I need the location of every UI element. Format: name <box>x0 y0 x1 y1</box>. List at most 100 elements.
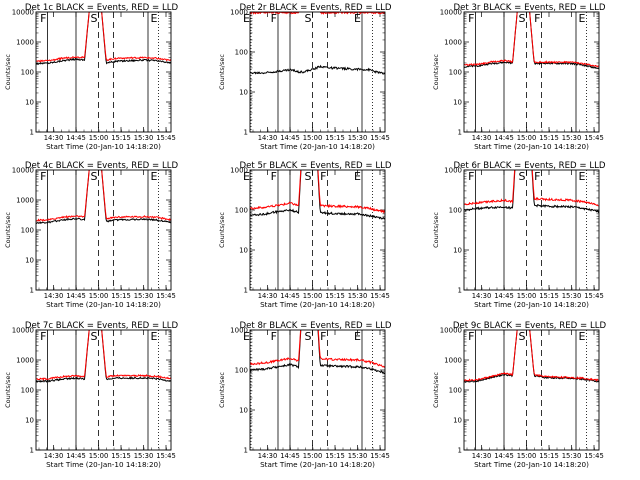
event-marker-label: E <box>243 330 250 343</box>
chart-panel: Det 4c BLACK = Events, RED = LLD Counts/s… <box>4 161 179 309</box>
x-tick-label: 14:45 <box>494 134 514 142</box>
y-tick-label: 10 <box>453 247 462 255</box>
data-series-group <box>464 12 599 70</box>
x-tick-label: 15:15 <box>539 452 559 460</box>
data-series-group <box>36 12 171 66</box>
chart-panel: Det 5r BLACK = Events, RED = LLD Counts/s… <box>218 161 392 309</box>
y-tick-label: 10 <box>25 99 34 107</box>
y-axis-label: Counts/sec <box>4 212 12 248</box>
x-tick-label: 14:30 <box>472 452 492 460</box>
x-tick-label: 15:15 <box>539 292 559 300</box>
x-tick-label: 15:30 <box>134 134 154 142</box>
y-tick-label: 1 <box>458 287 462 295</box>
x-tick-label: 15:45 <box>370 452 390 460</box>
event-marker-label: E <box>151 12 158 25</box>
lld-rate-line <box>36 170 171 222</box>
x-tick-label: 14:45 <box>280 452 300 460</box>
x-axis-label: Start Time (20-Jan-10 14:18:20) <box>46 142 161 151</box>
y-tick-label: 10 <box>239 247 248 255</box>
x-tick-label: 15:45 <box>156 452 176 460</box>
data-series-group <box>250 170 385 220</box>
chart-title: Det 1c BLACK = Events, RED = LLD <box>25 3 179 13</box>
x-axis-label: Start Time (20-Jan-10 14:18:20) <box>46 300 161 309</box>
x-tick-label: 14:45 <box>280 134 300 142</box>
events-rate-line <box>250 330 385 374</box>
y-tick-label: 1000 <box>230 327 248 335</box>
chart-title: Det 4c BLACK = Events, RED = LLD <box>25 161 179 171</box>
y-tick-label: 1000 <box>444 167 462 175</box>
plot-frame <box>463 11 600 133</box>
x-tick-label: 14:45 <box>66 134 86 142</box>
x-tick-label: 14:30 <box>472 292 492 300</box>
events-rate-line <box>250 170 385 220</box>
x-tick-label: 15:00 <box>517 452 537 460</box>
y-tick-label: 100 <box>235 207 248 215</box>
x-tick-label: 15:15 <box>325 134 345 142</box>
event-marker-label: S <box>519 170 526 183</box>
chart-title: Det 3r BLACK = Events, RED = LLD <box>453 3 605 13</box>
x-tick-label: 15:15 <box>325 292 345 300</box>
x-tick-label: 15:00 <box>303 452 323 460</box>
x-tick-label: 15:45 <box>156 292 176 300</box>
y-tick-label: 1000 <box>444 39 462 47</box>
lld-rate-line <box>36 12 171 63</box>
y-tick-label: 10000 <box>12 167 34 175</box>
event-marker-label: E <box>579 12 586 25</box>
x-tick-label: 15:15 <box>111 452 131 460</box>
events-rate-line <box>464 170 599 214</box>
event-marker-label: F <box>468 330 474 343</box>
events-rate-line <box>250 64 385 75</box>
data-series-group <box>464 170 599 214</box>
y-tick-label: 1000 <box>230 9 248 17</box>
y-tick-label: 100 <box>235 49 248 57</box>
event-marker-label: F <box>534 12 540 25</box>
data-series-group <box>36 170 171 225</box>
y-tick-label: 10000 <box>440 9 462 17</box>
x-axis-label: Start Time (20-Jan-10 14:18:20) <box>474 460 589 469</box>
event-marker-label: F <box>271 330 277 343</box>
lld-rate-line <box>36 330 171 381</box>
event-marker-label: S <box>305 12 312 25</box>
y-axis-label: Counts/sec <box>4 54 12 90</box>
x-tick-label: 15:45 <box>584 292 604 300</box>
event-marker-label: S <box>519 330 526 343</box>
lld-rate-line <box>464 170 599 207</box>
plot-frame <box>35 329 172 451</box>
y-tick-label: 1000 <box>230 167 248 175</box>
x-tick-label: 14:30 <box>258 292 278 300</box>
lld-rate-line <box>464 12 599 68</box>
x-tick-label: 15:30 <box>562 452 582 460</box>
x-tick-label: 15:30 <box>134 452 154 460</box>
chart-panel: Det 9c BLACK = Events, RED = LLD Counts/s… <box>432 321 607 469</box>
x-tick-label: 14:30 <box>472 134 492 142</box>
event-marker-label: F <box>534 170 540 183</box>
y-tick-label: 10 <box>25 417 34 425</box>
x-tick-label: 14:45 <box>66 452 86 460</box>
x-tick-label: 15:15 <box>111 292 131 300</box>
event-marker-label: S <box>305 330 312 343</box>
x-tick-label: 15:00 <box>89 292 109 300</box>
plot-frame <box>35 169 172 291</box>
x-tick-label: 14:45 <box>280 292 300 300</box>
y-tick-label: 10000 <box>12 327 34 335</box>
chart-title: Det 7c BLACK = Events, RED = LLD <box>25 321 179 331</box>
event-marker-label: F <box>468 12 474 25</box>
y-tick-label: 100 <box>449 69 462 77</box>
x-tick-label: 15:45 <box>370 292 390 300</box>
x-tick-label: 15:00 <box>517 292 537 300</box>
x-tick-label: 14:30 <box>258 452 278 460</box>
event-marker-label: E <box>151 170 158 183</box>
y-tick-label: 100 <box>21 227 34 235</box>
y-axis-label: Counts/sec <box>4 372 12 408</box>
chart-panel: Det 7c BLACK = Events, RED = LLD Counts/s… <box>4 321 179 469</box>
y-tick-label: 10 <box>25 257 34 265</box>
y-axis-label: Counts/sec <box>432 54 440 90</box>
x-tick-label: 15:00 <box>303 292 323 300</box>
chart-panel: Det 8r BLACK = Events, RED = LLD Counts/s… <box>218 321 392 469</box>
y-axis-label: Counts/sec <box>218 372 226 408</box>
event-marker-label: E <box>354 12 361 25</box>
event-marker-label: F <box>271 170 277 183</box>
y-axis-label: Counts/sec <box>432 372 440 408</box>
plot-frame <box>249 11 386 133</box>
y-tick-label: 1 <box>458 447 462 455</box>
